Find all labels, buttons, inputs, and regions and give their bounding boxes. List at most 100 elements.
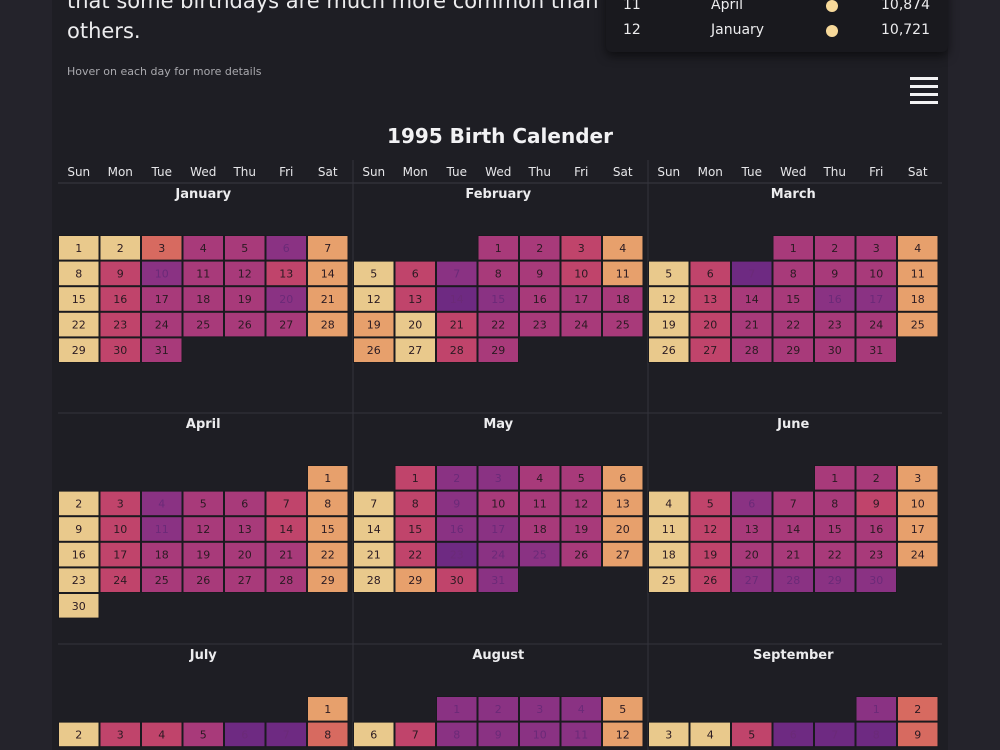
- day-number: 13: [408, 293, 422, 306]
- month-label: February: [465, 187, 531, 202]
- day-number: 1: [453, 703, 460, 716]
- intro-text: that some birthdays are much more common…: [67, 0, 599, 43]
- day-number: 2: [75, 497, 82, 510]
- day-cell: [265, 721, 307, 748]
- day-cell: [560, 696, 602, 722]
- weekday-label: Mon: [108, 165, 133, 179]
- day-cell: [224, 311, 266, 338]
- day-cell: [224, 541, 266, 568]
- day-number: 26: [574, 549, 588, 562]
- hamburger-icon[interactable]: [910, 76, 938, 104]
- day-number: 2: [536, 242, 543, 255]
- day-cell: [477, 696, 519, 722]
- day-number: 17: [155, 293, 169, 306]
- day-number: 21: [279, 549, 293, 562]
- day-number: 17: [574, 293, 588, 306]
- day-number: 11: [662, 523, 676, 536]
- day-number: 9: [495, 728, 502, 741]
- day-number: 21: [450, 319, 464, 332]
- day-cell: [477, 721, 519, 748]
- day-cell: [855, 567, 897, 594]
- day-cell: [814, 516, 856, 542]
- day-cell: [353, 490, 395, 517]
- day-number: 17: [113, 549, 127, 562]
- day-number: 30: [869, 574, 883, 587]
- month-label: August: [472, 648, 524, 663]
- day-number: 2: [831, 242, 838, 255]
- day-cell: [897, 516, 939, 542]
- day-cell: [519, 696, 561, 722]
- day-cell: [58, 567, 100, 594]
- day-cell: [689, 311, 731, 338]
- day-cell: [307, 696, 349, 722]
- day-cell: [58, 260, 100, 287]
- day-cell: [731, 721, 773, 748]
- day-cell: [772, 286, 814, 312]
- day-cell: [689, 260, 731, 287]
- day-number: 11: [911, 267, 925, 280]
- day-number: 2: [914, 703, 921, 716]
- day-number: 6: [790, 728, 797, 741]
- day-cell: [141, 337, 183, 363]
- day-cell: [648, 490, 690, 517]
- day-number: 26: [703, 574, 717, 587]
- day-cell: [648, 541, 690, 568]
- day-cell: [560, 541, 602, 568]
- day-cell: [394, 567, 436, 594]
- day-number: 4: [158, 728, 165, 741]
- day-number: 9: [75, 523, 82, 536]
- day-cell: [772, 567, 814, 594]
- day-number: 16: [828, 293, 842, 306]
- day-number: 8: [873, 728, 880, 741]
- day-cell: [560, 260, 602, 287]
- day-number: 26: [367, 344, 381, 357]
- day-number: 13: [279, 267, 293, 280]
- day-cell: [814, 567, 856, 594]
- day-cell: [602, 541, 644, 568]
- day-cell: [394, 311, 436, 338]
- weekday-label: Tue: [741, 165, 763, 179]
- day-cell: [814, 311, 856, 338]
- weekday-label: Sun: [657, 165, 680, 179]
- day-number: 2: [453, 472, 460, 485]
- day-cell: [436, 567, 478, 594]
- weekday-label: Sat: [908, 165, 928, 179]
- day-number: 10: [113, 523, 127, 536]
- day-number: 24: [911, 549, 925, 562]
- day-cell: [855, 696, 897, 722]
- day-cell: [394, 260, 436, 287]
- day-number: 1: [324, 703, 331, 716]
- day-cell: [307, 260, 349, 287]
- day-cell: [560, 721, 602, 748]
- day-number: 19: [196, 549, 210, 562]
- day-number: 14: [745, 293, 759, 306]
- day-number: 16: [72, 549, 86, 562]
- day-number: 11: [533, 497, 547, 510]
- day-cell: [477, 516, 519, 542]
- day-number: 4: [200, 242, 207, 255]
- day-cell: [265, 311, 307, 338]
- day-number: 24: [869, 319, 883, 332]
- day-number: 4: [914, 242, 921, 255]
- day-number: 18: [196, 293, 210, 306]
- day-number: 8: [790, 267, 797, 280]
- day-cell: [353, 311, 395, 338]
- day-number: 24: [113, 574, 127, 587]
- day-cell: [519, 260, 561, 287]
- day-cell: [141, 235, 183, 261]
- day-cell: [182, 567, 224, 594]
- day-number: 6: [370, 728, 377, 741]
- day-number: 3: [873, 242, 880, 255]
- day-cell: [519, 235, 561, 261]
- day-number: 1: [75, 242, 82, 255]
- day-cell: [58, 516, 100, 542]
- dot-icon: [826, 25, 838, 37]
- day-cell: [99, 260, 141, 287]
- day-number: 12: [196, 523, 210, 536]
- day-number: 3: [117, 497, 124, 510]
- day-cell: [602, 490, 644, 517]
- day-number: 5: [578, 472, 585, 485]
- day-cell: [519, 721, 561, 748]
- day-number: 2: [75, 728, 82, 741]
- day-cell: [394, 337, 436, 363]
